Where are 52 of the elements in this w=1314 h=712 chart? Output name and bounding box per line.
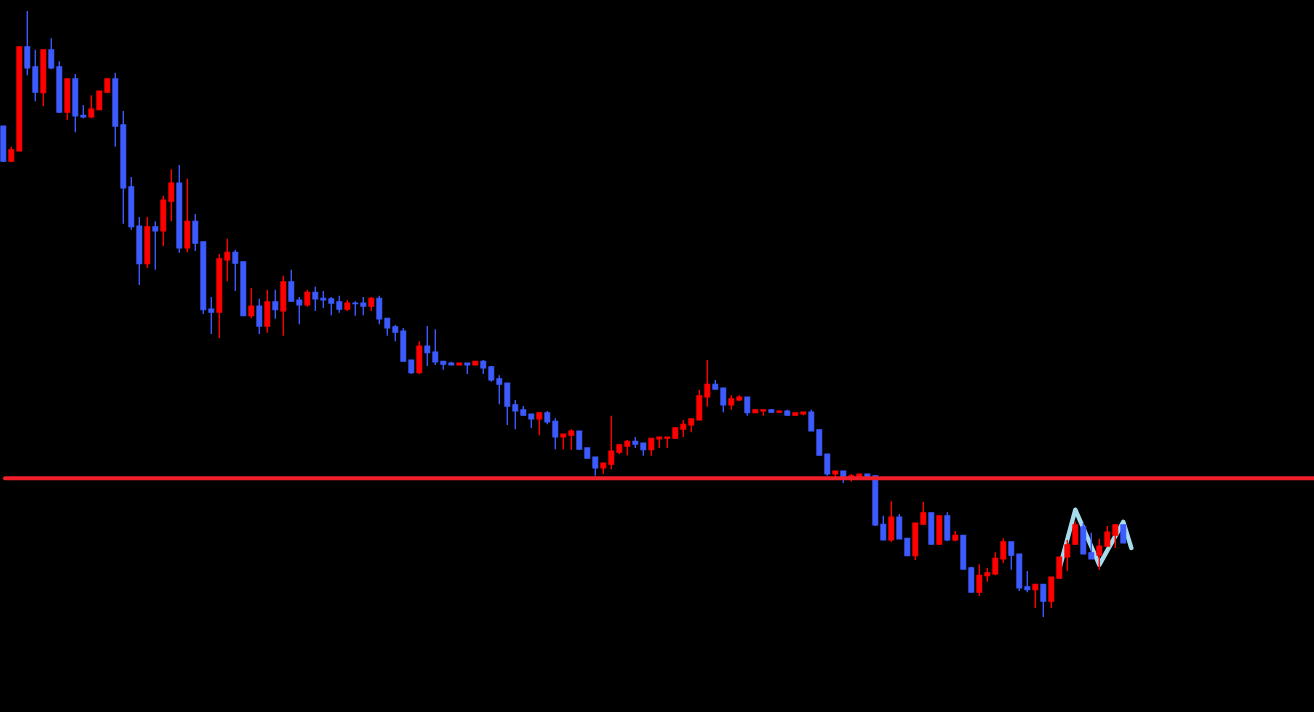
candlestick — [1024, 570, 1031, 593]
candlestick — [1088, 532, 1095, 560]
candlestick — [1112, 523, 1119, 549]
candlestick — [1000, 537, 1007, 564]
candlestick — [256, 298, 263, 335]
candlestick — [360, 296, 367, 316]
candlestick — [1104, 525, 1111, 547]
candlestick — [744, 396, 751, 417]
candlestick — [976, 563, 983, 597]
candlestick — [720, 387, 727, 413]
candlestick — [96, 90, 103, 111]
candlestick — [192, 213, 199, 252]
candlestick — [1120, 524, 1127, 544]
candlestick — [48, 37, 55, 70]
candlestick — [568, 428, 575, 451]
candlestick — [24, 10, 31, 76]
candlestick — [288, 269, 295, 302]
candlestick — [1064, 539, 1071, 572]
candlestick — [1072, 521, 1079, 545]
candlestick — [608, 415, 615, 470]
candlestick — [272, 289, 279, 320]
candlestick — [224, 238, 231, 282]
candlestick — [168, 168, 175, 222]
candlestick — [232, 249, 239, 292]
candlestick — [576, 430, 583, 451]
candlestick — [880, 515, 887, 541]
candlestick — [808, 409, 815, 432]
candlestick — [376, 295, 383, 325]
candlestick — [504, 382, 511, 426]
candlestick — [1032, 583, 1039, 609]
candlestick — [536, 412, 543, 436]
candlestick — [248, 287, 255, 319]
candlestick — [296, 296, 303, 325]
candlestick — [312, 286, 319, 312]
candlestick — [704, 359, 711, 408]
candlestick — [1008, 541, 1015, 571]
candlestick — [496, 374, 503, 405]
candlestick — [432, 328, 439, 366]
candlestick — [328, 296, 335, 316]
candlestick — [824, 453, 831, 477]
candlestick — [552, 417, 559, 450]
candlestick — [1056, 556, 1063, 579]
candlestick — [1096, 538, 1103, 571]
candlestick — [888, 500, 895, 543]
candlestick — [1040, 583, 1047, 618]
candlestick — [208, 296, 215, 335]
candlestick — [592, 456, 599, 477]
candlestick — [424, 325, 431, 367]
candlestick — [512, 399, 519, 430]
candlestick — [152, 220, 159, 271]
candlestick — [896, 513, 903, 540]
candlestick — [920, 501, 927, 525]
